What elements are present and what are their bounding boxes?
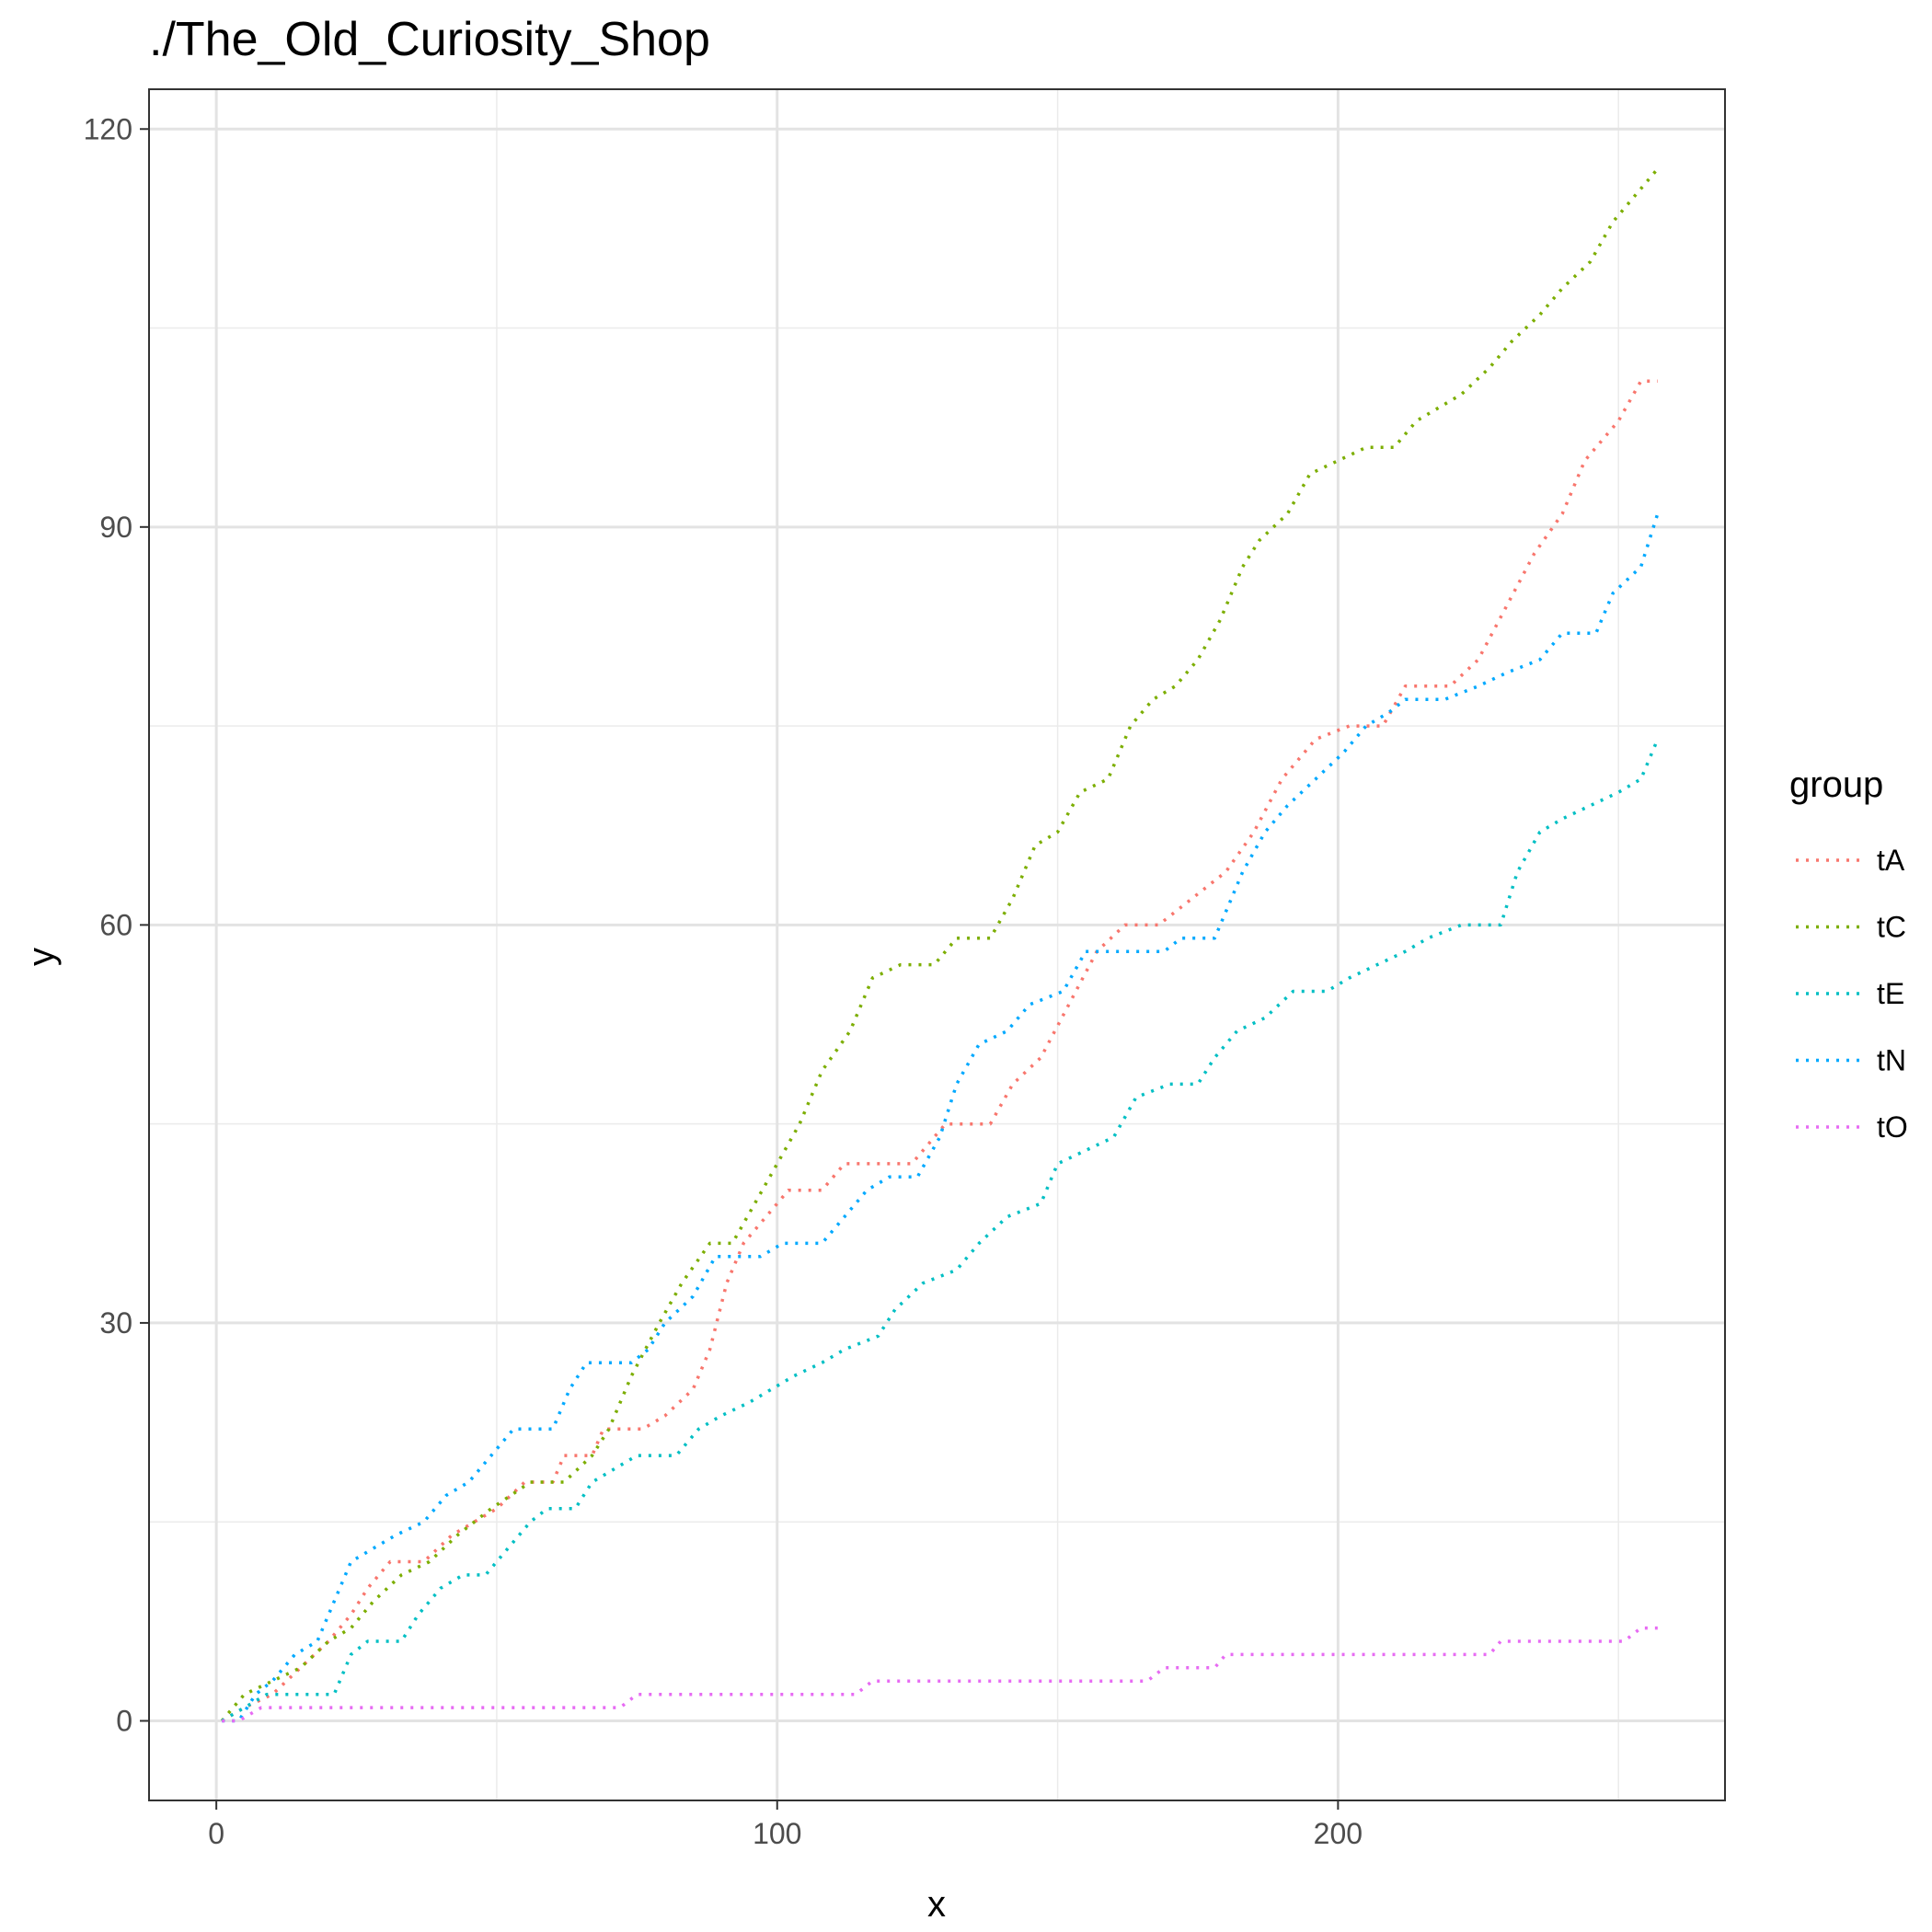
series-line-tO <box>222 1626 1658 1723</box>
minor-gridlines <box>149 89 1725 1800</box>
legend-label-tE: tE <box>1877 977 1904 1010</box>
y-axis: 0 30 60 90 120 <box>84 112 149 1737</box>
y-tick-label: 60 <box>99 908 132 941</box>
legend-item-tE: tE <box>1796 977 1904 1010</box>
x-tick-label: 0 <box>208 1817 224 1850</box>
chart-title: ./The_Old_Curiosity_Shop <box>149 13 710 66</box>
legend-label-tN: tN <box>1877 1044 1906 1077</box>
series-line-tE <box>221 738 1660 1723</box>
y-tick-label: 30 <box>99 1306 132 1340</box>
y-tick-label: 90 <box>99 511 132 544</box>
x-tick-label: 100 <box>753 1817 801 1850</box>
y-axis-title: y <box>21 948 62 966</box>
legend-title: group <box>1789 765 1883 805</box>
legend-item-tA: tA <box>1796 844 1905 877</box>
legend-label-tC: tC <box>1877 911 1906 944</box>
plot-border <box>148 88 1726 1801</box>
x-axis: 0 100 200 <box>208 1800 1363 1850</box>
legend-label-tA: tA <box>1877 844 1905 877</box>
y-tick-label: 0 <box>116 1704 132 1737</box>
plot-panel <box>149 89 1725 1800</box>
legend-item-tN: tN <box>1796 1044 1906 1077</box>
major-gridlines <box>149 89 1725 1800</box>
legend-item-tC: tC <box>1796 911 1906 944</box>
legend-label-tO: tO <box>1877 1110 1908 1144</box>
legend-items: tA tC tE tN tO <box>1796 844 1908 1144</box>
legend: group tA tC tE tN tO <box>1789 765 1908 1144</box>
legend-item-tO: tO <box>1796 1110 1908 1144</box>
series-line-tC <box>220 167 1660 1722</box>
x-tick-label: 200 <box>1314 1817 1363 1850</box>
y-tick-label: 120 <box>84 112 132 145</box>
x-axis-title: x <box>927 1884 946 1925</box>
series-line-tN <box>222 512 1660 1723</box>
series-lines <box>220 167 1660 1723</box>
